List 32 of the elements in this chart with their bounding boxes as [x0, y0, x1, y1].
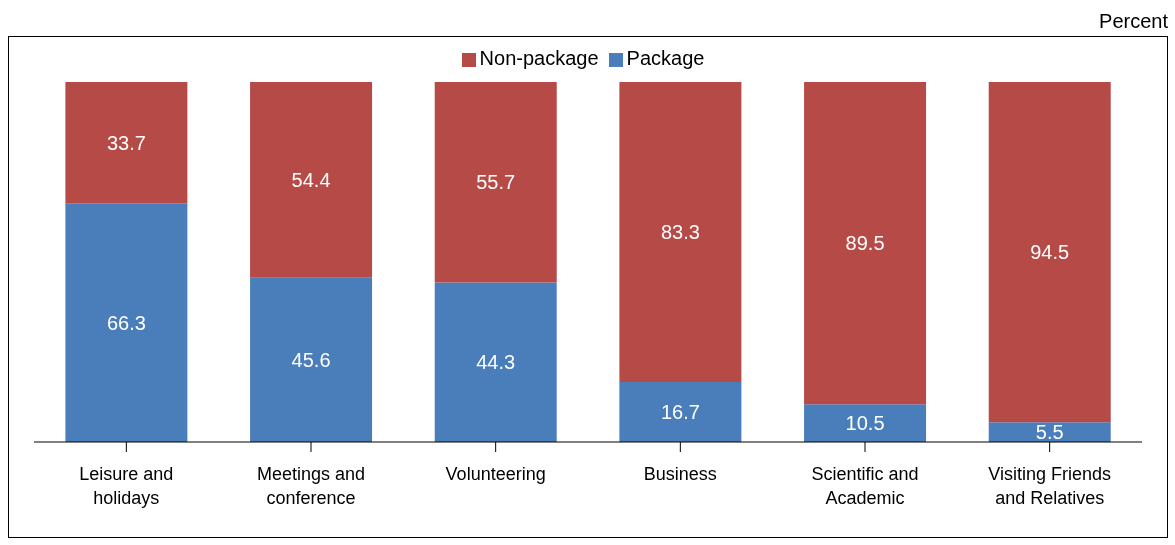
- bar: [65, 203, 188, 442]
- data-label: 10.5: [845, 412, 885, 435]
- x-tick-label: Business: [643, 464, 717, 484]
- bar: [619, 381, 742, 442]
- bar: [988, 82, 1111, 423]
- data-label: 33.7: [106, 131, 146, 154]
- bar: [65, 82, 188, 204]
- data-label: 5.5: [1035, 421, 1064, 444]
- x-tick-label: Scientific and Academic: [811, 464, 919, 508]
- data-label: 16.7: [660, 401, 700, 424]
- x-tick-label: Meetings and conference: [256, 464, 366, 508]
- data-label: 94.5: [1030, 241, 1070, 264]
- bar: [619, 82, 742, 382]
- data-label: 44.3: [476, 351, 516, 374]
- data-label: 83.3: [660, 221, 700, 244]
- bar: [434, 282, 557, 442]
- bar: [434, 82, 557, 283]
- bar: [804, 82, 927, 405]
- bar: [250, 82, 373, 278]
- bar: [250, 277, 373, 442]
- x-tick-label: Leisure and holidays: [79, 464, 174, 508]
- data-label: 54.4: [291, 169, 331, 192]
- x-tick-label: Visiting Friends and Relatives: [988, 464, 1112, 508]
- text: Percent: [1099, 10, 1168, 33]
- data-label: 45.6: [291, 349, 331, 372]
- legend-label: Non-package: [479, 47, 599, 69]
- legend-label: Package: [626, 47, 705, 69]
- bar: [804, 404, 927, 442]
- data-label: 89.5: [845, 232, 885, 255]
- x-tick-label: Volunteering: [445, 464, 546, 484]
- data-label: 66.3: [106, 311, 146, 334]
- data-label: 55.7: [476, 171, 516, 194]
